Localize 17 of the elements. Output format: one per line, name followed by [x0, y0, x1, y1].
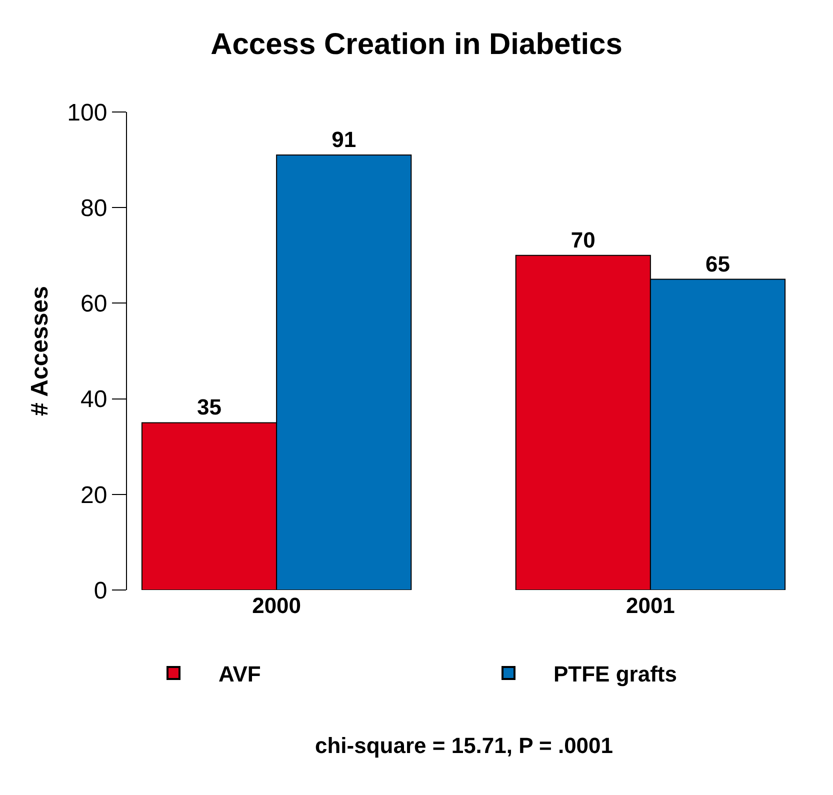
data-label: 65 [706, 251, 730, 276]
y-tick-label: 40 [80, 386, 108, 414]
data-label: 35 [197, 394, 222, 420]
y-tick-label: 60 [80, 290, 108, 318]
legend-label: AVF [218, 662, 261, 687]
y-tick-label: 80 [80, 195, 108, 222]
y-axis-title: # Accesses [26, 286, 54, 416]
data-label: 70 [570, 227, 596, 252]
x-tick-label: 2000 [252, 593, 302, 618]
y-tick-label: 20 [80, 482, 108, 509]
y-tick-label: 0 [94, 577, 108, 604]
text: chi-square = 15.71, P = .0001 [315, 733, 614, 758]
chart-title: Access Creation in Diabetics [210, 28, 622, 62]
data-label: 91 [332, 127, 356, 152]
x-tick-label: 2001 [626, 593, 675, 618]
y-tick-label: 100 [67, 99, 108, 126]
legend-label: PTFE grafts [554, 662, 677, 687]
